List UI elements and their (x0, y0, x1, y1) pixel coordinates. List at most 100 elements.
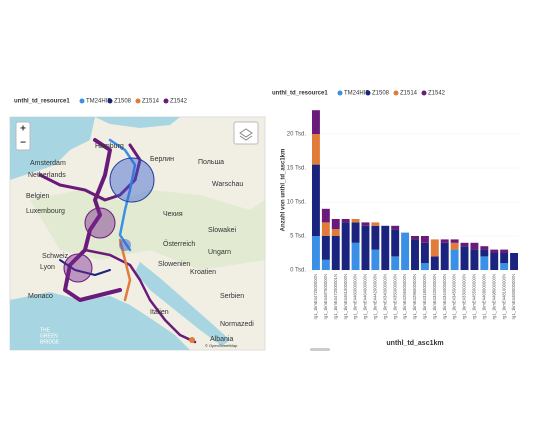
map-label: Serbien (220, 293, 244, 300)
bar-segment (510, 253, 519, 270)
legend-label: TM24HIB (344, 91, 369, 97)
bar-chart: unthl_td_asc1km Anzahl von unthl_td_asc1… (281, 110, 519, 351)
zoom-in[interactable]: + (20, 124, 26, 135)
map-label: Luxembourg (26, 208, 65, 215)
sea-baltic (95, 117, 180, 128)
x-tick-label: rg1_1kmE4345000000N (452, 274, 457, 319)
sea-north (10, 117, 95, 180)
bar-segment (321, 259, 330, 270)
map-label: Belgien (26, 193, 49, 200)
bar-segment (500, 263, 509, 270)
bar-segment (371, 249, 380, 270)
bar-segment (371, 225, 380, 250)
map-labels: Hamburg Берлин Польша Netherlands Amsterdam W… (26, 143, 254, 343)
route (59, 259, 111, 276)
legend-swatch (365, 90, 371, 96)
map-panel: + − THE GREEN BRIDGE © OpenStreetMap (9, 116, 266, 351)
legend-swatch (135, 98, 141, 104)
map-label: Netherlands (28, 172, 66, 179)
map-label: Hamburg (95, 143, 124, 150)
bar-segment (311, 110, 320, 134)
legend-label: Z1508 (372, 91, 390, 97)
bar-segment (391, 256, 400, 270)
legend-title: unthl_td_resource1 (272, 91, 328, 97)
legend-label: Z1508 (114, 99, 132, 105)
x-tick-label: rg1_1kmE4460000000N (353, 274, 358, 319)
legend-label: Z1542 (170, 99, 188, 105)
x-tick-label: rg1_1kmE4461000000N (343, 274, 348, 319)
area-circle (119, 239, 131, 251)
x-tick-label: rg1_1kmE4487000000N (323, 274, 328, 319)
bar-segment (411, 239, 419, 270)
legend-swatch (421, 90, 427, 96)
logo: GREEN (40, 333, 58, 339)
bar-segment (321, 222, 330, 236)
x-tick-label: rg1_1kmE4340000000N (382, 274, 387, 319)
bar-segment (311, 236, 320, 270)
legend-label: TM24HIB (86, 99, 111, 105)
x-tick-label: rg1_1kmE4469000000N (481, 274, 486, 319)
map-label: Warschau (212, 181, 243, 188)
map-label: Берлин (150, 156, 174, 163)
y-tick-label: 20 Tsd. (287, 132, 307, 138)
layer-control[interactable] (233, 121, 259, 145)
bar-segment (351, 222, 360, 243)
bar-segment (430, 239, 439, 257)
map-label: Österreich (163, 240, 195, 248)
y-tick-label: 0 Tsd. (290, 268, 306, 274)
zoom-control[interactable] (15, 121, 31, 151)
bar-segment (331, 236, 340, 270)
bar-segment (341, 222, 350, 270)
area-circle (109, 157, 155, 203)
map-label: Schweiz (42, 253, 69, 260)
bar-segment (420, 242, 429, 264)
legend-label: Z1542 (428, 91, 446, 97)
bar-segment (411, 236, 419, 240)
map-label: Normazedi (220, 321, 254, 328)
map-label: Italien (150, 309, 169, 316)
area-circle (63, 253, 93, 283)
bar-segment (331, 229, 340, 236)
x-tick-label: rg1_1kmE4256000000N (402, 274, 407, 319)
attribution: © OpenStreetMap (205, 343, 238, 348)
bar-segment (490, 249, 499, 253)
bar-segment (490, 253, 499, 270)
routes (38, 138, 197, 344)
legend-swatch (337, 90, 343, 96)
bar-segment (401, 232, 410, 270)
bar-segment (351, 242, 360, 270)
x-tick-label: rg1_1kmE4344000000N (442, 274, 447, 319)
scrollbar[interactable] (310, 348, 330, 351)
x-tick-label: rg1_1kmE4483000000N (511, 274, 516, 319)
x-tick-label: rg1_1kmE4296000000N (412, 274, 417, 319)
bar-segment (311, 134, 320, 165)
bar-segment (391, 225, 400, 230)
map-label: Albania (210, 336, 233, 343)
bar-segment (381, 225, 390, 270)
y-axis-title: Anzahl von unthl_td_asc1km (281, 149, 287, 232)
bar-segment (450, 249, 459, 270)
sea-med (10, 292, 190, 350)
bar-segment (420, 236, 429, 243)
bar-segment (480, 246, 489, 250)
y-tick-label: 15 Tsd. (287, 166, 307, 172)
bar-segment (420, 263, 429, 270)
legend-title: unthl_td_resource1 (14, 99, 70, 105)
area-circle (189, 337, 195, 343)
legend-label: Z1514 (400, 91, 418, 97)
x-tick-label: rg1_1kmE4330000000N (462, 274, 467, 319)
x-tick-label: rg1_1kmE4464000000N (363, 274, 368, 319)
legend-swatch (107, 98, 113, 104)
logo: THE (40, 327, 51, 333)
bar-segment (460, 242, 469, 247)
bar-segment (430, 256, 439, 270)
legend-label: Z1514 (142, 99, 160, 105)
bar-segment (450, 239, 459, 243)
route (108, 138, 137, 252)
sea-adriatic (135, 262, 230, 346)
zoom-out[interactable]: − (20, 138, 26, 149)
bar-segment (460, 246, 469, 270)
y-tick-label: 10 Tsd. (287, 200, 307, 206)
bar-segment (450, 242, 459, 250)
